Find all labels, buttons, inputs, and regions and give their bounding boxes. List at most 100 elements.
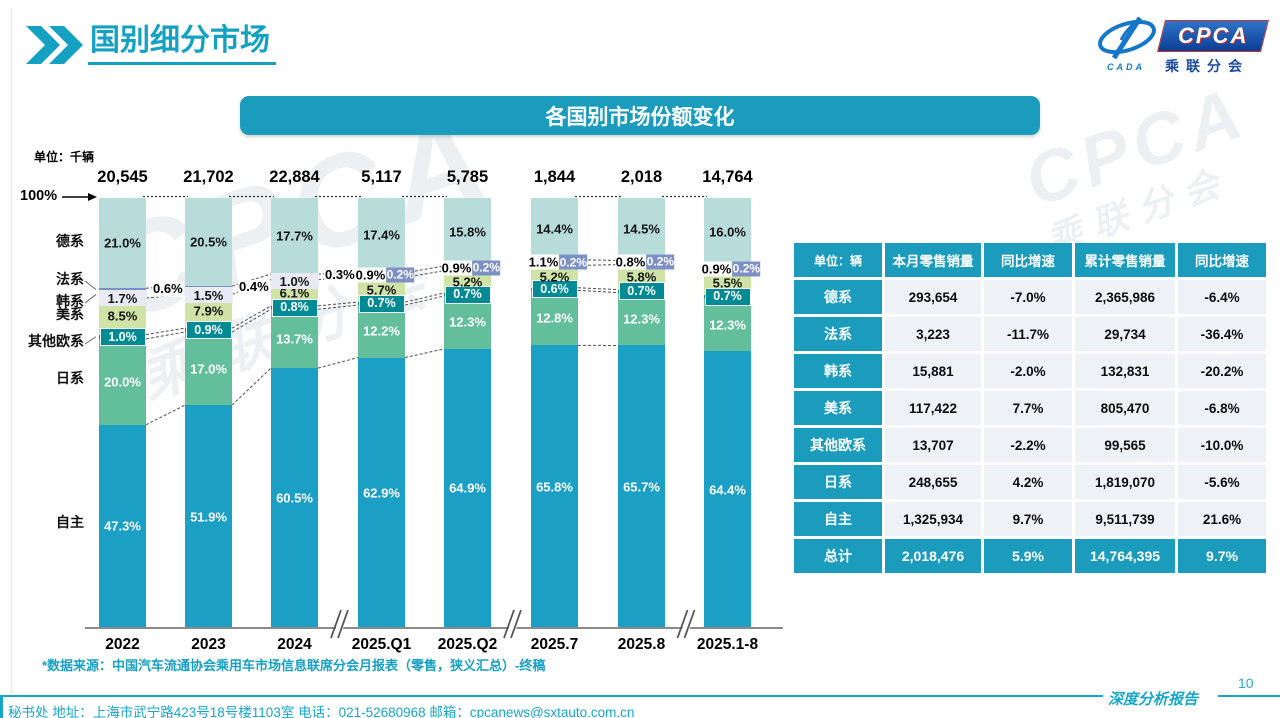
segment-label-rixi: 12.3% [449,314,486,330]
segment-label-dexi: 21.0% [104,235,141,251]
segment-label-rixi: 12.2% [363,323,400,339]
segment-label-qitaouxi: 0.7% [444,285,491,304]
segment-label-qitaouxi: 0.7% [358,294,405,313]
segment-label-hanxi: 0.9% [700,261,733,277]
bar-segment-zizhu [531,345,578,628]
connector-dashed-line [577,289,619,294]
segment-label-qitaouxi: 0.8% [271,298,318,317]
bar-total-label: 5,785 [446,168,489,186]
bar-segment-dexi [531,198,578,260]
bar-segment-dexi [358,198,405,273]
segment-label-rixi: 13.7% [276,331,313,347]
bar-segment-dexi [99,198,146,289]
x-axis-label: 2025.Q2 [437,636,498,653]
segment-label-faxi: 0.2% [472,260,501,276]
cpca-sub-label: 乘联分会 [1165,58,1249,74]
cpca-band: CPCA [1157,20,1269,52]
segment-label-dexi: 14.5% [623,221,660,237]
axis-break-gap [505,607,523,641]
segment-label-dexi: 16.0% [709,224,746,240]
value-cell: -5.6% [1178,465,1266,499]
value-cell: -2.2% [984,428,1072,462]
segment-label-pair: 1.1% 0.2% [527,254,588,270]
axis-break-gap [679,607,696,641]
segment-label-faxi: 0.2% [559,254,588,270]
value-cell: -6.4% [1178,280,1266,314]
segment-label-pair: 0.9% 0.2% [440,260,501,276]
segment-label-hanxi: 1.0% [270,273,319,290]
connector-dashed-line [404,348,445,359]
legend-label-rixi: 日系 [56,370,84,386]
segment-label-hanxi: 0.8% [614,254,647,270]
legend-label-qitaouxi: 其他欧系 [28,333,84,349]
total-value-cell: 14,764,395 [1075,539,1175,573]
axis-break-slash [683,609,696,639]
x-axis-label: 2025.7 [530,636,579,653]
segment-label-zizhu: 65.8% [536,479,573,495]
chart-title-bar: 各国别市场份额变化 [240,96,1040,135]
segment-label-zizhu: 65.7% [623,479,660,495]
value-cell: -10.0% [1178,428,1266,462]
value-cell: 1,325,934 [885,502,981,536]
row-name-cell: 美系 [794,391,882,425]
value-cell: 7.7% [984,391,1072,425]
table-unit-header: 单位：辆 [794,243,882,277]
value-cell: -20.2% [1178,354,1266,388]
value-cell: 4.2% [984,465,1072,499]
bar-segment-faxi [99,288,146,291]
value-cell: 99,565 [1075,428,1175,462]
table-row: 自主 1,325,934 9.7% 9,511,739 21.6% [794,502,1266,536]
segment-label-qitaouxi: 0.7% [704,287,751,306]
value-cell: 29,734 [1075,317,1175,351]
bar-segment-zizhu [271,368,318,628]
value-cell: 3,223 [885,317,981,351]
table-row: 韩系 15,881 -2.0% 132,831 -20.2% [794,354,1266,388]
sales-data-table: 单位：辆 本月零售销量 同比增速 累计零售销量 同比增速 德系 293,654 -7.0% 2,… [791,240,1269,576]
segment-label-zizhu: 47.3% [104,518,141,534]
segment-label-dexi: 17.4% [363,227,400,243]
axis-break-slash [676,609,689,639]
total-value-cell: 5.9% [984,539,1072,573]
segment-label-zizhu: 51.9% [190,509,227,525]
bar-total-label: 14,764 [702,168,753,186]
connector-dashed-line [317,301,359,307]
connector-dashed-line [231,305,272,329]
connector-dashed-line [404,295,445,306]
bar-segment-zizhu [618,345,665,628]
value-cell: -2.0% [984,354,1072,388]
table-column-header: 累计零售销量 [1075,243,1175,277]
cada-label: CADA [1107,62,1145,72]
row-name-cell: 法系 [794,317,882,351]
bar-segment-zizhu [444,348,491,628]
page-title: 国别细分市场 [88,24,276,65]
segment-label-hanxi: 0.9% [354,267,387,283]
value-cell: -6.8% [1178,391,1266,425]
table-total-row: 总计 2,018,476 5.9% 14,764,395 9.7% [794,539,1266,573]
bar-total-label: 1,844 [533,168,576,186]
legend-label-dexi: 德系 [56,233,84,249]
bar-segment-rixi [271,309,318,369]
segment-label-faxi: 0.2% [646,254,675,270]
segment-label-dexi: 20.5% [190,234,227,250]
connector-dashed-line [145,331,186,340]
total-value-cell: 9.7% [1178,539,1266,573]
bar-segment-zizhu [358,357,405,628]
x-axis-label: 2025.8 [617,636,666,653]
footer-divider-left [0,695,1103,697]
x-axis-label: 2025.1-8 [696,636,759,653]
row-name-cell: 其他欧系 [794,428,882,462]
axis-break-slash [330,609,342,639]
connector-dashed-line [404,292,445,303]
table-row: 德系 293,654 -7.0% 2,365,986 -6.4% [794,280,1266,314]
value-cell: 1,819,070 [1075,465,1175,499]
legend-label-hanxi: 韩系 [56,293,84,309]
pct100-arrow-head [88,193,97,201]
segment-label-meixi: 5.5% [712,275,743,291]
bar-segment-rixi [99,338,146,425]
segment-label-faxi: 0.2% [386,267,415,283]
left-border-line [11,8,12,694]
segment-label-rixi: 12.3% [709,317,746,333]
segment-label-faxi: 0.3% [324,266,356,282]
connector-dashed-line [145,327,186,336]
value-cell: 293,654 [885,280,981,314]
